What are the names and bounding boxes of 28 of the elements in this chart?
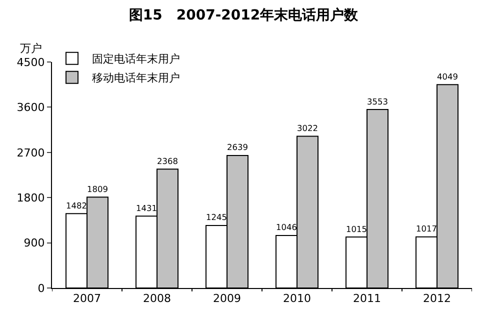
y-tick-label: 900 — [24, 236, 45, 250]
x-tick-label: 2009 — [213, 292, 241, 306]
data-label: 3022 — [297, 122, 318, 133]
x-tick-label: 2008 — [143, 292, 171, 306]
chart-title: 图15 2007-2012年末电话用户数 — [128, 6, 360, 24]
y-tick-label: 2700 — [16, 146, 45, 160]
x-tick-label: 2012 — [423, 292, 451, 306]
y-tick-label: 4500 — [16, 56, 45, 69]
x-tick-label: 2007 — [73, 292, 101, 306]
data-label: 2368 — [157, 156, 178, 166]
y-tick-label: 1800 — [16, 191, 45, 204]
data-label: 1046 — [276, 222, 297, 232]
x-tick-label: 2011 — [353, 292, 381, 306]
data-label: 1482 — [66, 200, 87, 210]
y-axis-title: 万户 — [20, 42, 42, 55]
y-tick-label: 0 — [38, 282, 45, 295]
data-label: 3553 — [367, 96, 388, 106]
data-label: 1245 — [206, 212, 227, 222]
data-label: 4049 — [437, 71, 458, 82]
legend-label: 固定电话年末用户 — [92, 52, 180, 66]
data-label: 1017 — [416, 224, 437, 234]
legend-label: 移动电话年末用户 — [92, 72, 180, 85]
data-label: 1809 — [87, 184, 108, 194]
data-label: 1431 — [136, 202, 157, 213]
data-label: 1015 — [346, 224, 367, 234]
data-label: 2639 — [227, 142, 248, 152]
x-tick-label: 2010 — [283, 292, 311, 306]
y-tick-label: 3600 — [16, 101, 45, 114]
